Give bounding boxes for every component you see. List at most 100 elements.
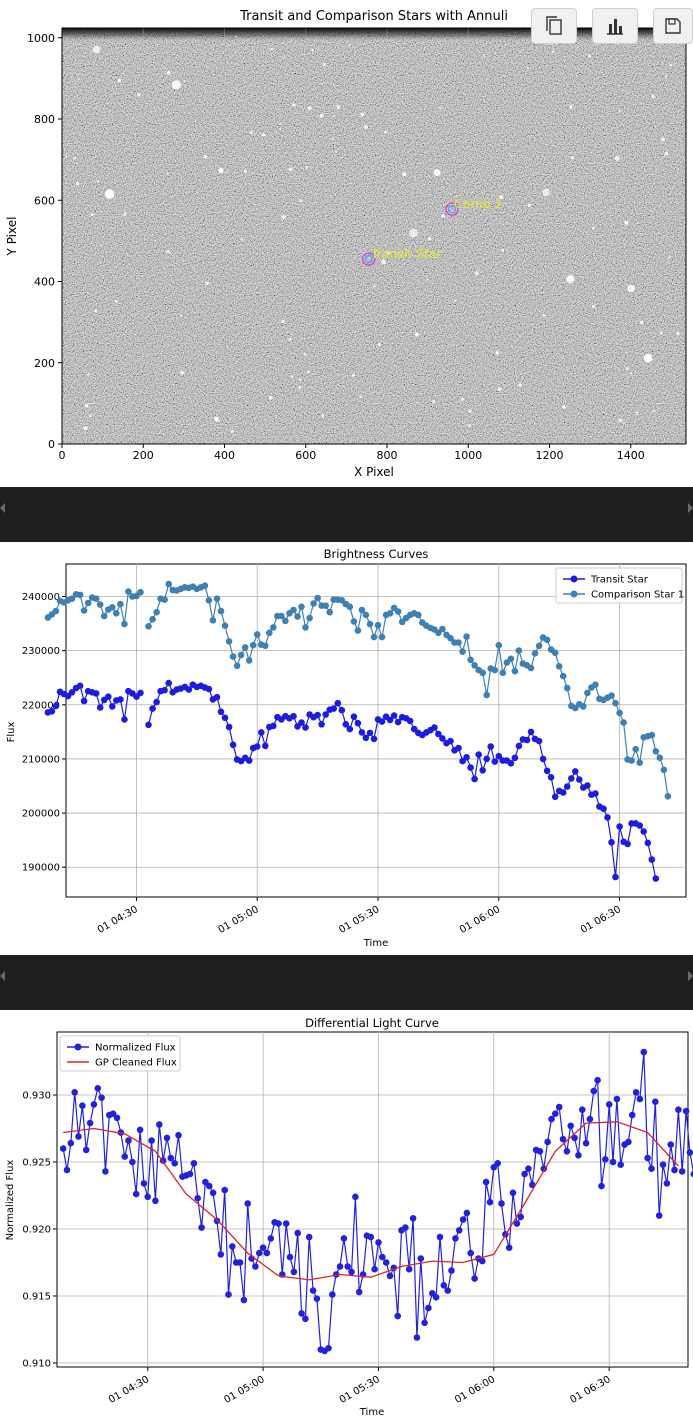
data-point — [221, 1187, 228, 1194]
scroll-right-icon[interactable] — [688, 971, 693, 981]
data-point — [152, 1198, 159, 1205]
data-point — [683, 1108, 690, 1115]
data-point — [552, 650, 559, 657]
data-point — [53, 703, 60, 710]
save-button[interactable] — [653, 8, 693, 44]
star — [577, 46, 579, 48]
star — [289, 168, 293, 172]
data-point — [576, 776, 583, 783]
data-point — [194, 1195, 201, 1202]
data-point — [608, 692, 615, 699]
star — [270, 48, 273, 51]
data-point — [431, 724, 438, 731]
data-point — [421, 1320, 428, 1327]
star — [279, 128, 281, 130]
data-point — [425, 1305, 432, 1312]
data-point — [348, 1269, 355, 1276]
data-point — [230, 742, 237, 749]
data-point — [368, 1234, 375, 1241]
data-point — [584, 782, 591, 789]
data-point — [161, 687, 168, 694]
y-tick-label: 0.910 — [22, 1358, 51, 1369]
legend-label: Transit Star — [590, 575, 649, 586]
data-point — [326, 609, 333, 616]
y-axis-label: Y Pixel — [5, 217, 19, 257]
data-point — [447, 738, 454, 745]
data-point — [222, 715, 229, 722]
data-point — [464, 1210, 471, 1217]
data-point — [471, 776, 478, 783]
data-point — [77, 683, 84, 690]
data-point — [53, 608, 60, 615]
x-tick-label: 01 05:30 — [338, 1374, 382, 1406]
data-point — [508, 760, 515, 767]
data-point — [121, 716, 128, 723]
legend-marker — [571, 576, 578, 583]
data-point — [649, 856, 656, 863]
star — [428, 237, 431, 240]
star — [378, 343, 381, 346]
data-point — [548, 774, 555, 781]
x-tick-label: 01 06:00 — [458, 904, 502, 936]
data-point — [93, 595, 100, 602]
data-point — [202, 582, 209, 589]
data-point — [214, 1218, 221, 1225]
data-point — [521, 1171, 528, 1178]
star — [415, 333, 419, 337]
chart-button[interactable] — [592, 8, 638, 44]
star — [650, 211, 652, 213]
x-axis-label: Time — [363, 938, 388, 949]
data-point — [375, 622, 382, 629]
data-point — [479, 1258, 486, 1265]
plot-frame — [57, 1032, 688, 1367]
data-point — [675, 1106, 682, 1113]
data-point — [592, 681, 599, 688]
y-tick-label: 0.920 — [22, 1224, 51, 1235]
data-point — [414, 1334, 421, 1341]
data-point — [479, 767, 486, 774]
star — [250, 131, 253, 134]
star — [543, 314, 546, 317]
data-point — [314, 712, 321, 719]
data-point — [218, 608, 225, 615]
data-point — [536, 738, 543, 745]
data-point — [347, 604, 354, 611]
data-point — [206, 1183, 213, 1190]
data-point — [479, 670, 486, 677]
data-point — [121, 1153, 128, 1160]
x-tick-label: 200 — [133, 449, 154, 462]
star — [91, 213, 94, 216]
star — [97, 180, 99, 182]
data-point — [671, 1167, 678, 1174]
copy-button[interactable] — [531, 8, 577, 44]
star — [73, 157, 76, 160]
data-point — [467, 657, 474, 664]
data-point — [101, 613, 108, 620]
data-point — [125, 1137, 132, 1144]
data-point — [64, 1167, 71, 1174]
x-axis-label: Time — [359, 1407, 384, 1418]
y-tick-label: 0.915 — [22, 1291, 51, 1302]
scroll-left-icon[interactable] — [0, 971, 5, 981]
data-point — [616, 710, 623, 717]
data-point — [149, 705, 156, 712]
star — [299, 378, 301, 380]
star — [78, 78, 80, 80]
data-point — [298, 604, 305, 611]
star — [312, 49, 314, 51]
data-point — [371, 736, 378, 743]
data-point — [270, 624, 277, 631]
data-point — [351, 713, 358, 720]
scroll-left-icon[interactable] — [0, 503, 5, 513]
star — [527, 67, 529, 69]
data-point — [500, 670, 507, 677]
save-icon — [664, 17, 682, 35]
star — [552, 51, 555, 54]
data-point — [254, 743, 261, 750]
scroll-right-icon[interactable] — [688, 503, 693, 513]
data-point — [594, 1077, 601, 1084]
star — [123, 73, 125, 75]
star — [76, 182, 80, 186]
star — [203, 155, 207, 159]
data-point — [282, 618, 289, 625]
